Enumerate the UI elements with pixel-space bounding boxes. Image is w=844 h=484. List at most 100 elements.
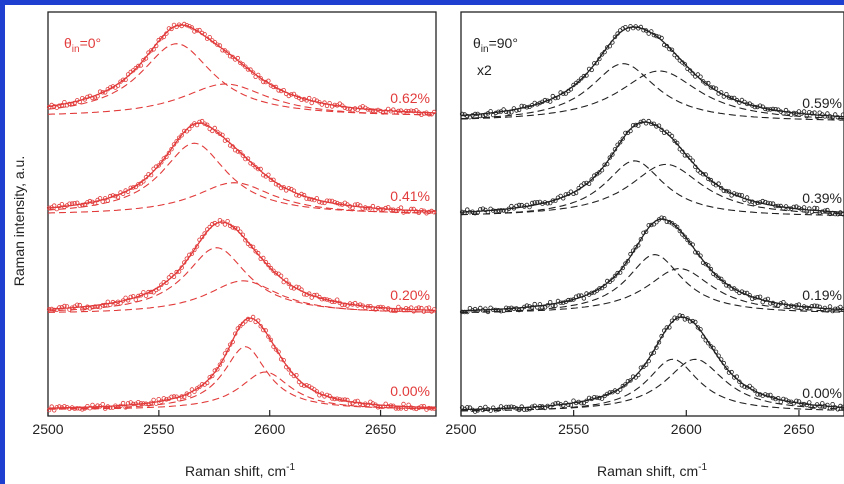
left-spectrum-1-point [317,199,322,205]
left-spectrum-3-point [230,339,235,345]
right-spectrum-2-point [602,283,607,289]
right-spectrum-1-point [584,180,589,186]
left-spectrum-2-point [263,259,268,265]
left-spectrum-3-point [393,406,399,411]
left-spectrum-3-point [49,404,54,409]
left-spectrum-1-point [238,149,243,155]
left-spectrum-0-point [123,77,128,82]
left-spectrum-3-point [169,394,174,399]
right-spectrum-0-point [548,99,553,104]
right-spectrum-3-points [459,313,844,414]
left-spectrum-0-point [429,112,434,117]
right-x-tick-label-0: 2500 [445,421,476,437]
left-spectrum-1-point [153,164,159,169]
left-spectrum-0-point [281,87,286,93]
right-spectrum-1-point [612,147,618,152]
left-spectrum-2-point [120,298,126,303]
left-spectrum-3-point [143,401,149,406]
left-spectrum-3-point [256,318,261,323]
left-spectrum-3-point [151,397,156,403]
right-spectrum-0-point [840,112,844,117]
left-spectrum-3-point [411,406,416,411]
right-spectrum-0-point [791,110,796,116]
left-spectrum-3-point [46,407,52,413]
right-spectrum-3-point [838,403,843,409]
right-spectrum-3-point [768,392,773,398]
right-spectrum-1-point [809,209,815,215]
left-spectrum-2-point [383,307,388,312]
right-spectrum-3-point [607,390,612,395]
left-spectrum-0-point [289,92,294,97]
right-spectrum-0-point [719,90,724,95]
right-spectrum-3-point [522,407,527,412]
right-spectrum-1-point [542,200,548,205]
right-spectrum-0-point [643,28,649,33]
right-spectrum-2-point [820,307,825,313]
left-spectrum-2-point [347,301,353,306]
right-spectrum-1-point [566,191,571,197]
right-spectrum-1-fit [460,121,844,213]
left-spectrum-1-point [431,209,437,215]
right-spectrum-3-point [636,372,641,378]
right-spectrum-0-point [737,100,742,105]
left-spectrum-0-point [271,84,276,90]
left-spectrum-0-point [90,95,95,101]
left-spectrum-0-point [130,68,136,73]
left-spectrum-1-point [301,192,307,198]
left-spectrum-2-point [194,244,200,249]
left-spectrum-2-point [317,294,322,300]
right-spectrum-1-point [820,209,825,214]
left-spectrum-1-point [403,209,409,214]
left-spectrum-3-point [324,392,330,398]
left-spectrum-1-component-2 [48,182,436,214]
right-spectrum-2-point [719,276,724,282]
left-spectrum-0-point [222,48,228,53]
right-spectrum-3-point [778,399,783,405]
right-spectrum-2-point [760,299,765,305]
left-spectrum-3-point [337,397,342,402]
right-spectrum-1-point [812,205,817,211]
right-spectrum-1-point [643,121,649,126]
right-spectrum-0-point [796,109,802,114]
left-spectrum-3-point [238,323,243,329]
right-spectrum-0-point [659,35,664,41]
right-spectrum-2-point [573,294,579,299]
left-spectrum-3-point [301,383,307,388]
right-spectrum-2-point [796,302,802,307]
right-spectrum-3-point [597,395,602,401]
right-x-tick-label-3: 2650 [783,421,814,437]
right-spectrum-2-point [840,307,844,312]
right-spectrum-3-point [711,345,716,351]
left-spectrum-3-point [286,367,291,372]
right-spectrum-2-point [628,251,633,257]
right-spectrum-0-point [514,108,519,113]
right-spectrum-3-point [763,392,768,397]
left-spectrum-1-point [281,185,286,190]
right-spectrum-0-point [827,114,833,119]
left-spectrum-0-point [261,79,266,85]
left-spectrum-1-point [148,172,154,178]
left-spectrum-0-point [192,29,197,34]
right-spectrum-2-point [724,283,729,288]
right-spectrum-0-point [651,32,657,38]
left-spectrum-2-point [171,274,177,279]
left-spectrum-1-point [278,185,284,191]
right-spectrum-1-point [589,177,594,182]
right-spectrum-3-point [524,407,530,412]
right-spectrum-2-point [581,296,587,301]
right-spectrum-1-point [732,191,737,196]
left-spectrum-2-point [176,269,182,274]
left-spectrum-2-point [202,231,207,236]
left-spectrum-0-point [431,109,437,115]
right-spectrum-2-point [561,300,566,305]
left-spectrum-0-point [110,84,116,89]
right-spectrum-3-point [721,360,726,366]
right-spectrum-2-point [664,219,669,224]
right-spectrum-2-point [786,304,791,310]
left-spectrum-3-point [268,337,274,343]
left-spectrum-3-point [159,399,164,404]
right-spectrum-0-point [724,91,729,97]
left-spectrum-1-point [368,205,373,211]
right-spectrum-3-point [475,408,480,413]
right-spectrum-3-point [553,401,558,406]
